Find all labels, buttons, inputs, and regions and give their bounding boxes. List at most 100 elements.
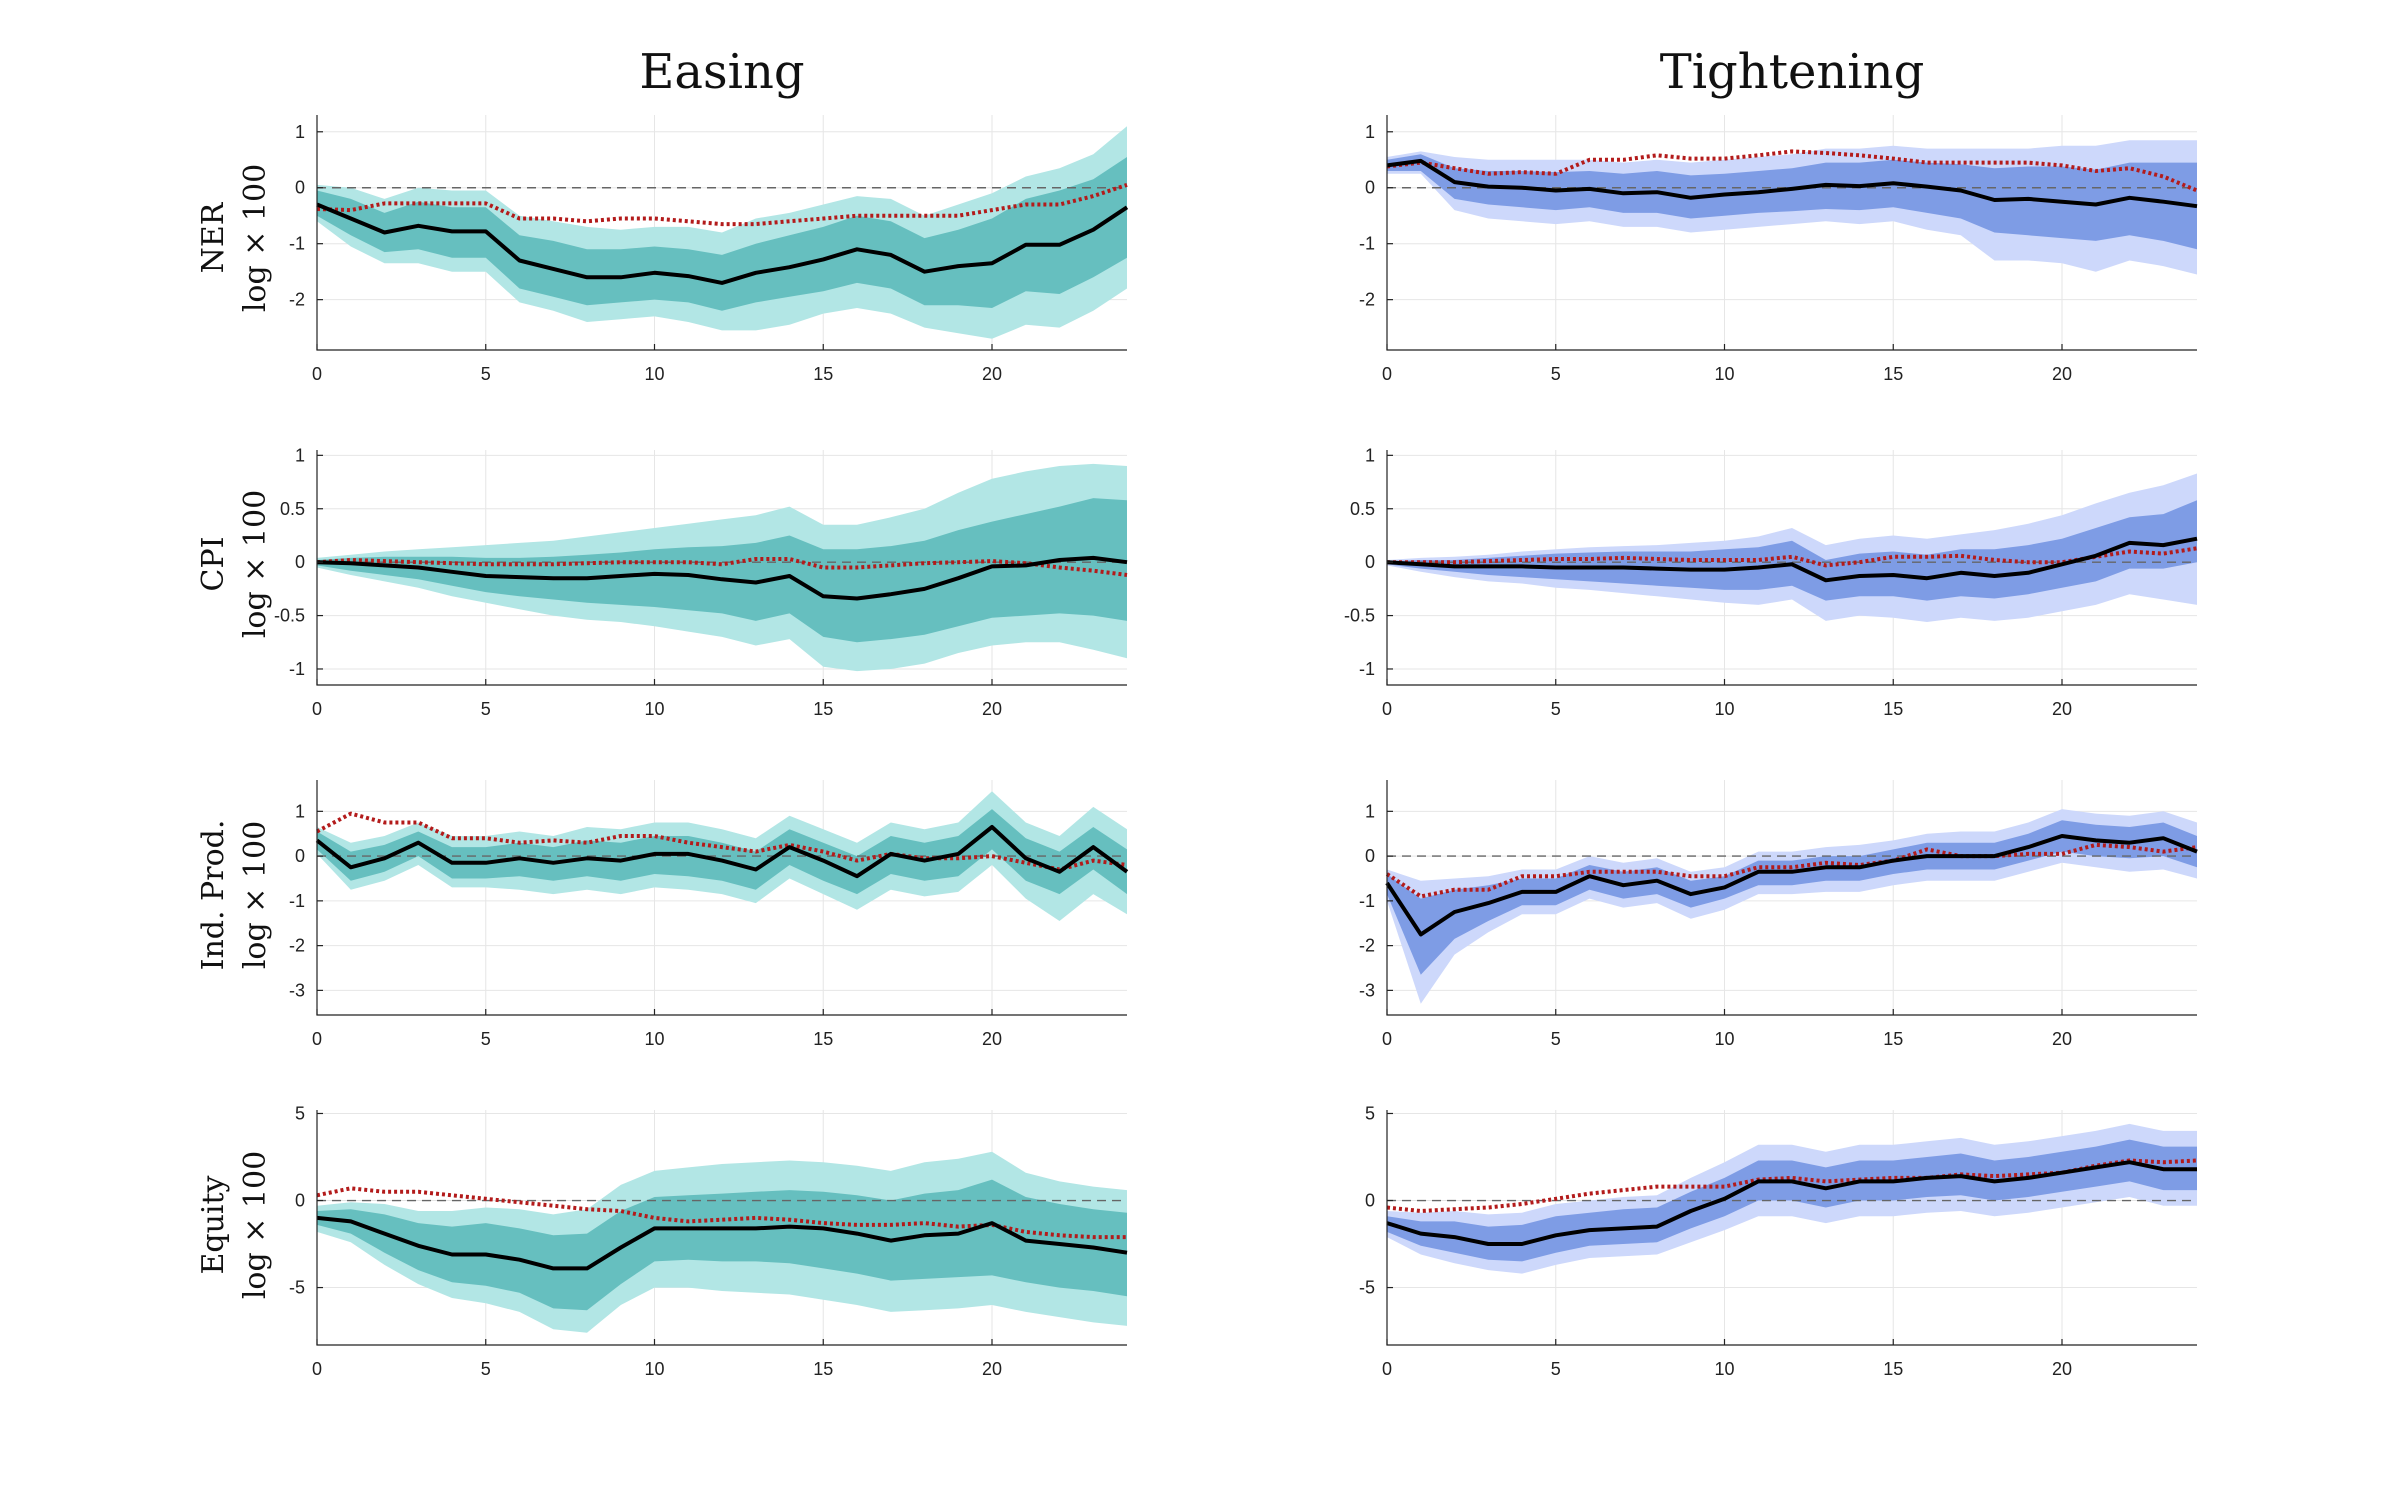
median-response-line — [316, 555, 1128, 601]
x-tick-label: 15 — [813, 699, 833, 719]
x-tick-label: 10 — [1714, 1029, 1734, 1049]
y-tick-label: 0.5 — [280, 499, 305, 519]
median-response-line — [316, 202, 1129, 285]
x-tick-label: 5 — [1551, 699, 1561, 719]
y-tick-label: 0 — [1365, 552, 1375, 572]
panel-equity-easing: 0 5 10 15 20 5 0 -5 — [289, 1103, 1128, 1379]
y-tick-label: 1 — [295, 122, 305, 142]
x-tick-label: 20 — [2052, 699, 2072, 719]
y-tick-label: -0.5 — [1344, 606, 1375, 626]
column-title-easing: Easing — [639, 44, 804, 100]
y-tick-label: -1 — [1359, 891, 1375, 911]
x-tick-label: 20 — [2052, 1359, 2072, 1379]
x-tick-label: 20 — [982, 1359, 1002, 1379]
y-tick-label: 5 — [1365, 1103, 1375, 1123]
y-tick-label: -1 — [1359, 234, 1375, 254]
y-tick-label: 0 — [295, 846, 305, 866]
y-tick-label: -1 — [289, 234, 305, 254]
x-tick-label: 0 — [1382, 699, 1392, 719]
y-tick-label: -3 — [289, 980, 305, 1000]
x-tick-label: 15 — [1883, 1029, 1903, 1049]
y-tick-label: -2 — [1359, 936, 1375, 956]
x-tick-label: 20 — [982, 364, 1002, 384]
x-tick-label: 0 — [312, 699, 322, 719]
row-label-equity-unit: log × 100 — [238, 1151, 273, 1299]
benchmark-line — [316, 183, 1128, 227]
y-tick-label: -1 — [289, 891, 305, 911]
y-tick-label: -1 — [1359, 659, 1375, 679]
confidence-band-68 — [1387, 820, 2197, 975]
benchmark-line — [316, 811, 1128, 872]
row-label-ner-unit: log × 100 — [238, 164, 273, 312]
y-tick-label: 0 — [295, 1191, 305, 1211]
y-tick-label: 1 — [1365, 445, 1375, 465]
x-tick-label: 10 — [1714, 1359, 1734, 1379]
row-label-equity: Equity log × 100 — [196, 1151, 273, 1299]
row-label-ind-prod-title: Ind. Prod. — [196, 820, 231, 971]
x-tick-label: 0 — [1382, 1359, 1392, 1379]
y-tick-label: 0 — [1365, 178, 1375, 198]
x-tick-label: 5 — [481, 699, 491, 719]
row-label-ind-prod-unit: log × 100 — [238, 821, 273, 969]
y-tick-label: 0.5 — [1350, 499, 1375, 519]
row-label-ner: NER log × 100 — [196, 164, 273, 312]
y-tick-label: 0 — [295, 178, 305, 198]
median-response-line — [316, 1215, 1128, 1271]
x-tick-label: 20 — [982, 1029, 1002, 1049]
y-tick-label: 0 — [1365, 846, 1375, 866]
x-tick-label: 20 — [982, 699, 1002, 719]
y-tick-label: 5 — [295, 1103, 305, 1123]
x-tick-label: 10 — [644, 1359, 664, 1379]
x-tick-label: 0 — [1382, 1029, 1392, 1049]
x-tick-label: 5 — [481, 1029, 491, 1049]
median-response-line — [1386, 536, 2198, 583]
x-tick-label: 15 — [1883, 364, 1903, 384]
x-tick-label: 5 — [1551, 1029, 1561, 1049]
x-tick-label: 10 — [644, 364, 664, 384]
y-tick-label: -2 — [289, 936, 305, 956]
x-tick-label: 10 — [1714, 364, 1734, 384]
x-tick-label: 0 — [312, 1359, 322, 1379]
x-tick-label: 20 — [2052, 364, 2072, 384]
confidence-band-68 — [317, 498, 1127, 643]
panel-equity-tightening: 0 5 10 15 20 5 0 -5 — [1359, 1103, 2198, 1379]
median-response-line — [1386, 1160, 2197, 1246]
y-tick-label: -1 — [289, 659, 305, 679]
y-tick-label: -5 — [1359, 1278, 1375, 1298]
row-label-equity-title: Equity — [196, 1175, 231, 1274]
y-tick-label: 0 — [1365, 1191, 1375, 1211]
x-tick-label: 5 — [481, 364, 491, 384]
median-response-line — [1385, 834, 2198, 937]
row-label-ner-title: NER — [196, 201, 231, 273]
y-tick-label: 1 — [1365, 801, 1375, 821]
confidence-band-68 — [317, 1179, 1127, 1311]
x-tick-label: 15 — [813, 1359, 833, 1379]
benchmark-line — [1386, 149, 2198, 193]
x-tick-label: 10 — [644, 699, 664, 719]
x-tick-label: 10 — [644, 1029, 664, 1049]
column-title-tightening: Tightening — [1660, 44, 1925, 100]
confidence-band-68 — [317, 809, 1127, 895]
confidence-band-68 — [1387, 154, 2197, 250]
median-response-line — [315, 825, 1129, 879]
benchmark-line — [1385, 842, 2198, 899]
row-label-cpi: CPI log × 100 — [196, 490, 273, 638]
y-tick-label: 1 — [295, 445, 305, 465]
row-label-ind-prod: Ind. Prod. log × 100 — [196, 820, 273, 971]
x-tick-label: 5 — [1551, 364, 1561, 384]
y-tick-label: 1 — [295, 801, 305, 821]
y-tick-label: -5 — [289, 1278, 305, 1298]
x-tick-label: 0 — [312, 364, 322, 384]
row-label-cpi-title: CPI — [196, 537, 231, 592]
y-tick-label: -2 — [1359, 290, 1375, 310]
x-tick-label: 5 — [481, 1359, 491, 1379]
x-tick-label: 0 — [312, 1029, 322, 1049]
row-label-cpi-unit: log × 100 — [238, 490, 273, 638]
x-tick-label: 15 — [813, 1029, 833, 1049]
